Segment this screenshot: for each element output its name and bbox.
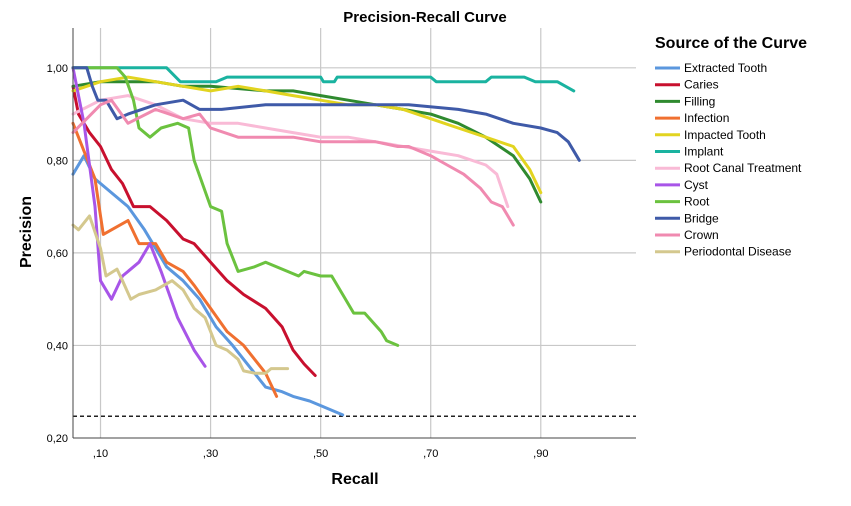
legend-label-filling: Filling (684, 94, 715, 108)
chart-title: Precision-Recall Curve (343, 9, 506, 26)
legend-label-impacted-tooth: Impacted Tooth (684, 128, 766, 142)
x-axis-label: Recall (331, 471, 378, 488)
series-line-root-canal-treatment (71, 94, 510, 209)
legend-label-periodontal-disease: Periodontal Disease (684, 245, 792, 259)
series-line-extracted-tooth (71, 154, 345, 417)
legend-label-root-canal-treatment: Root Canal Treatment (684, 161, 802, 175)
series-line-crown (71, 98, 515, 227)
series-line-caries (71, 84, 317, 377)
x-tick-label: ,10 (93, 448, 108, 460)
legend-label-cyst: Cyst (684, 178, 709, 192)
legend-label-root: Root (684, 195, 710, 209)
legend-label-crown: Crown (684, 228, 719, 242)
y-tick-label: 0,20 (47, 433, 68, 445)
series-line-impacted-tooth (71, 75, 543, 195)
x-tick-label: ,50 (313, 448, 328, 460)
legend-label-caries: Caries (684, 78, 719, 92)
legend-label-infection: Infection (684, 111, 729, 125)
x-tick-label: ,30 (203, 448, 218, 460)
series-line-bridge (71, 66, 581, 162)
y-tick-label: 0,40 (47, 340, 68, 352)
y-tick-label: 0,80 (47, 155, 68, 167)
series-lines (71, 66, 581, 417)
legend-title: Source of the Curve (655, 35, 807, 52)
y-axis-label: Precision (18, 196, 35, 268)
legend: Extracted Tooth Caries Filling Infection Imp… (655, 61, 802, 259)
x-tick-label: ,90 (533, 448, 548, 460)
series-line-cyst (71, 66, 207, 368)
legend-label-implant: Implant (684, 145, 724, 159)
grid (73, 28, 636, 438)
y-tick-label: 0,60 (47, 248, 68, 260)
series-line-implant (71, 66, 576, 93)
y-tick-label: 1,00 (47, 63, 68, 75)
x-tick-label: ,70 (423, 448, 438, 460)
series-line-infection (71, 121, 279, 398)
legend-label-bridge: Bridge (684, 211, 719, 225)
series-line-root (71, 66, 400, 347)
legend-label-extracted-tooth: Extracted Tooth (684, 61, 767, 75)
series-line-periodontal-disease (71, 214, 290, 375)
axes: ,10 ,30 ,50 ,70 ,90 0,20 0,40 0,60 0,80 1,00 (47, 28, 636, 460)
